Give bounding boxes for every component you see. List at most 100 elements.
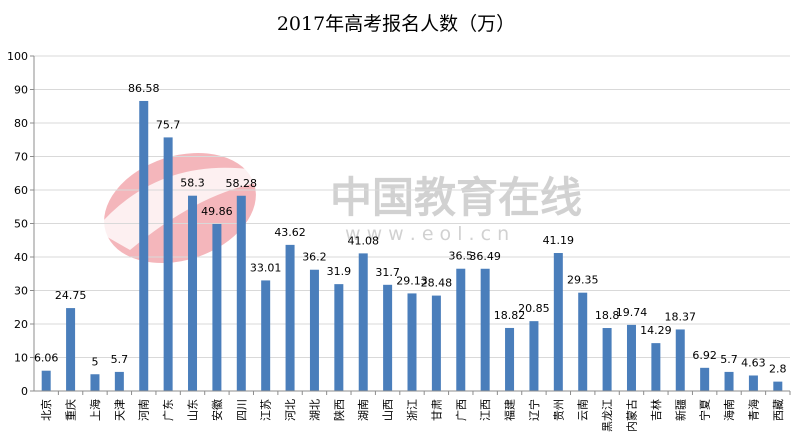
bar-12 (334, 284, 344, 391)
category-label-1: 重庆 (64, 399, 78, 421)
data-labels: 6.06 24.75 5 5.7 86.58 75.7 58.3 49.86 58.28 33.0… (34, 82, 787, 376)
category-label-15: 浙江 (406, 399, 419, 421)
bar-22 (578, 292, 588, 391)
category-label-16: 甘肃 (430, 399, 443, 421)
data-label-21: 41.19 (543, 234, 575, 247)
data-label-0: 6.06 (34, 352, 59, 365)
bar-25 (651, 343, 661, 391)
data-label-25: 14.29 (640, 324, 672, 337)
data-label-17: 36.5 (449, 250, 474, 263)
watermark-title: 中国教育在线 (330, 173, 582, 222)
category-label-4: 河南 (138, 399, 151, 421)
y-tick-label: 50 (14, 218, 28, 231)
bar-0 (41, 370, 51, 391)
category-label-19: 福建 (503, 399, 517, 421)
data-label-6: 58.3 (180, 177, 205, 190)
data-label-23: 18.8 (595, 309, 620, 322)
y-tick-label: 100 (7, 50, 28, 63)
data-label-2: 5 (91, 355, 98, 368)
category-label-24: 内蒙古 (624, 399, 638, 432)
bar-29 (748, 375, 758, 391)
category-label-28: 海南 (722, 399, 736, 421)
bar-5 (163, 137, 173, 391)
category-label-7: 安徽 (210, 399, 224, 421)
data-label-19: 18.82 (494, 309, 526, 322)
bar-16 (431, 295, 441, 391)
y-tick-label: 0 (21, 385, 28, 398)
category-label-2: 上海 (88, 399, 102, 421)
data-label-13: 41.08 (347, 234, 379, 247)
bar-7 (212, 223, 222, 391)
data-label-5: 75.7 (156, 118, 181, 131)
bar-2 (90, 374, 100, 391)
y-tick-label: 80 (14, 117, 28, 130)
data-label-18: 36.49 (469, 250, 501, 263)
category-label-25: 吉林 (649, 399, 663, 421)
category-label-13: 湖南 (357, 399, 370, 421)
bar-13 (358, 253, 368, 391)
data-label-11: 36.2 (302, 251, 327, 264)
bar-28 (724, 371, 734, 391)
bar-21 (553, 253, 563, 391)
data-label-12: 31.9 (327, 265, 352, 278)
category-label-17: 广西 (455, 399, 468, 421)
category-label-30: 西藏 (772, 399, 785, 421)
data-label-4: 86.58 (128, 82, 160, 95)
y-axis-ticks: 0 10 20 30 40 50 60 70 80 90 100 (7, 50, 34, 398)
bar-23 (602, 328, 612, 391)
bar-24 (626, 324, 636, 391)
y-tick-label: 90 (14, 84, 28, 97)
y-tick-label: 40 (14, 251, 28, 264)
watermark-url: w w w . e o l . c n (345, 223, 509, 245)
category-label-10: 河北 (284, 399, 297, 421)
bar-15 (407, 293, 417, 391)
bar-6 (188, 195, 198, 391)
data-label-7: 49.86 (201, 205, 233, 218)
bar-26 (675, 329, 685, 391)
x-axis-categories: 北京 重庆 上海 天津 河南 广东 山东 安徽 四川 江苏 河北 湖北 陕西 湖南 山西 浙江 甘肃 广西 江西 福建… (39, 391, 791, 432)
data-label-24: 19.74 (616, 306, 648, 319)
data-label-26: 18.37 (665, 310, 697, 323)
bar-19 (505, 327, 515, 391)
data-label-1: 24.75 (55, 289, 87, 302)
bar-14 (383, 284, 393, 391)
bar-30 (773, 381, 783, 391)
data-label-30: 2.8 (769, 363, 787, 376)
y-tick-label: 30 (14, 285, 28, 298)
category-label-21: 贵州 (552, 399, 565, 421)
category-label-12: 陕西 (332, 399, 346, 421)
category-label-22: 云南 (577, 399, 590, 421)
data-label-22: 29.35 (567, 274, 599, 287)
bar-11 (309, 269, 319, 391)
y-tick-label: 20 (14, 318, 28, 331)
category-label-6: 山东 (187, 399, 200, 421)
bar-17 (456, 268, 466, 391)
bar-3 (114, 371, 124, 391)
category-label-3: 天津 (113, 399, 126, 421)
data-label-14: 31.7 (375, 266, 400, 279)
category-label-20: 辽宁 (527, 399, 541, 421)
category-label-8: 四川 (235, 399, 248, 421)
category-label-26: 新疆 (673, 399, 687, 421)
gridlines (34, 55, 790, 392)
data-label-10: 43.62 (274, 226, 306, 239)
bar-18 (480, 268, 490, 391)
category-label-27: 宁夏 (698, 399, 712, 421)
category-label-0: 北京 (39, 399, 53, 421)
data-label-28: 5.7 (720, 353, 738, 366)
bar-4 (139, 100, 149, 391)
data-label-15: 29.13 (396, 274, 428, 287)
category-label-23: 黑龙江 (601, 399, 614, 432)
category-label-29: 青海 (746, 399, 760, 421)
bar-1 (66, 308, 76, 391)
category-label-11: 湖北 (308, 399, 321, 421)
data-label-20: 20.85 (518, 302, 550, 315)
bar-20 (529, 321, 539, 391)
category-label-5: 广东 (162, 399, 175, 421)
bar-8 (236, 195, 246, 391)
bars (41, 100, 783, 391)
data-label-27: 6.92 (692, 349, 717, 362)
bar-9 (261, 280, 271, 391)
data-label-9: 33.01 (250, 261, 282, 274)
